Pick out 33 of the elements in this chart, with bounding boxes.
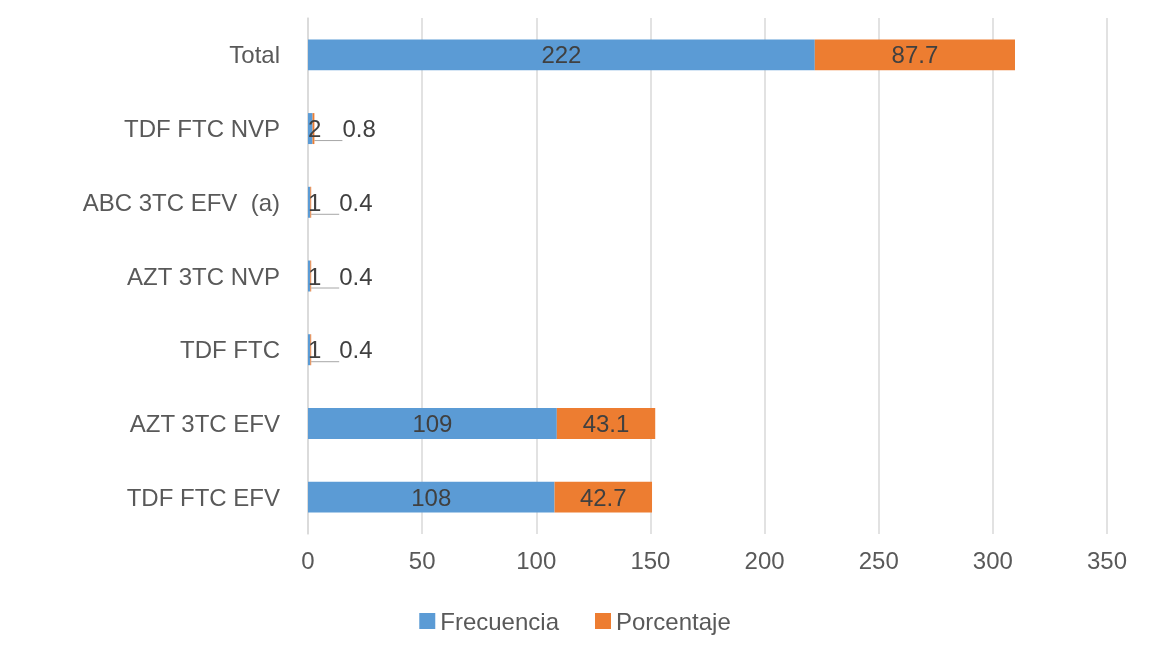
data-label: 108 bbox=[411, 483, 452, 511]
y-tick-label: TDF FTC bbox=[180, 336, 280, 364]
x-tick-label: 150 bbox=[630, 546, 671, 574]
x-tick-label: 350 bbox=[1086, 546, 1128, 574]
bar bbox=[814, 39, 1015, 71]
bar bbox=[308, 481, 555, 513]
x-tick-label: 250 bbox=[858, 546, 899, 574]
bar bbox=[308, 39, 815, 71]
data-label: 43.1 bbox=[582, 409, 630, 437]
x-tick-label: 300 bbox=[972, 546, 1013, 574]
data-label: 0.4 bbox=[339, 262, 373, 290]
legend-label: Porcentaje bbox=[615, 607, 731, 635]
bar bbox=[554, 481, 653, 513]
legend-label: Frecuencia bbox=[440, 607, 560, 635]
x-tick-label: 50 bbox=[408, 546, 436, 574]
x-tick-label: 100 bbox=[516, 546, 557, 574]
y-tick-label: ABC 3TC EFV (a) bbox=[82, 188, 280, 216]
data-label: 0.8 bbox=[342, 115, 376, 143]
y-tick-label: AZT 3TC EFV bbox=[129, 409, 280, 437]
data-label: 109 bbox=[412, 409, 453, 437]
x-tick-label: 200 bbox=[744, 546, 785, 574]
y-tick-label: TDF FTC EFV bbox=[126, 483, 280, 511]
data-label: 87.7 bbox=[891, 41, 939, 69]
y-tick-label: TDF FTC NVP bbox=[124, 115, 280, 143]
data-label: 0.4 bbox=[339, 336, 373, 364]
y-tick-label: Total bbox=[229, 41, 280, 69]
bar bbox=[556, 407, 656, 439]
x-tick-label: 0 bbox=[301, 546, 315, 574]
data-label: 42.7 bbox=[579, 483, 627, 511]
data-label: 0.4 bbox=[339, 188, 373, 216]
bar bbox=[308, 407, 557, 439]
y-tick-label: AZT 3TC NVP bbox=[127, 262, 280, 290]
data-label: 222 bbox=[541, 41, 582, 69]
